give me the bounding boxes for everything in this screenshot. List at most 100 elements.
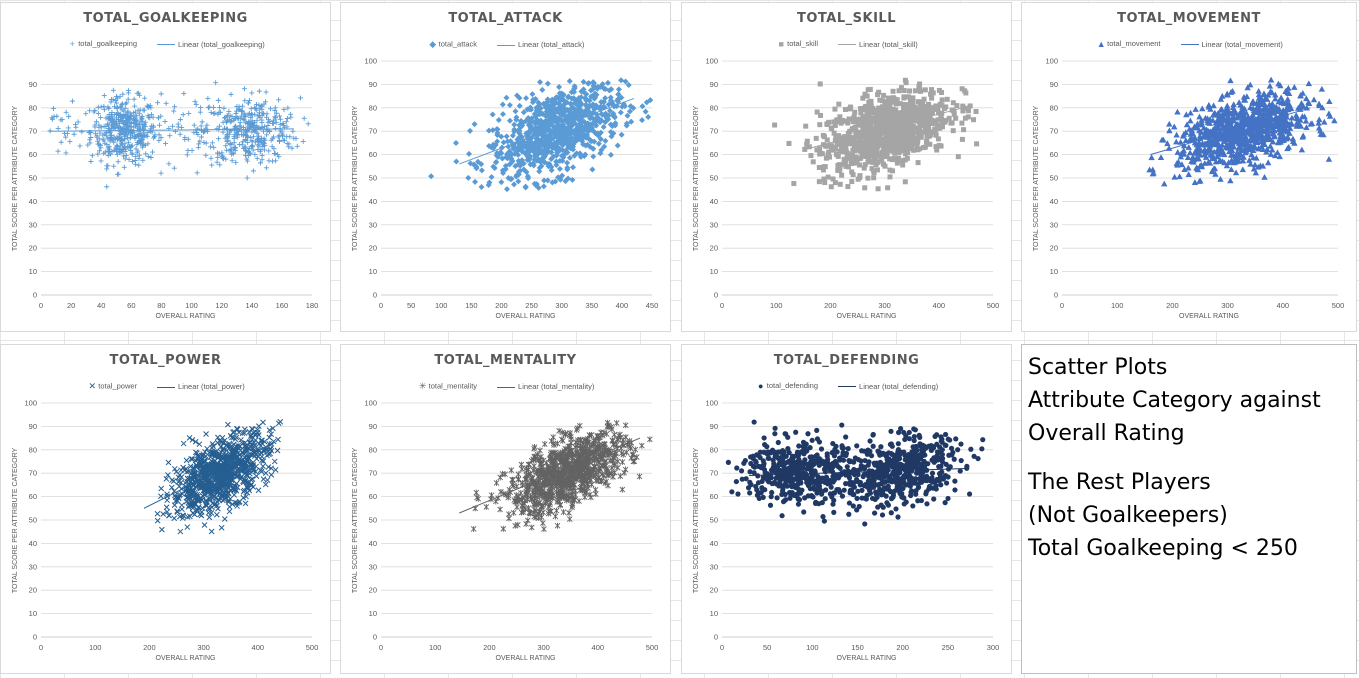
scatter-point: [544, 80, 551, 87]
scatter-point: [830, 176, 836, 182]
scatter-point: [558, 135, 565, 142]
scatter-point: [171, 108, 177, 114]
scatter-point: [121, 164, 127, 170]
scatter-point: [1215, 125, 1223, 131]
scatter-point: [887, 103, 893, 109]
scatter-point: [1239, 166, 1247, 173]
scatter-point: [961, 127, 967, 133]
scatter-point: [473, 165, 480, 172]
scatter-point: [567, 100, 574, 107]
scatter-point: [1264, 91, 1272, 98]
scatter-point: [1320, 131, 1327, 138]
scatter-point: [1239, 118, 1247, 125]
scatter-point: [105, 163, 111, 169]
scatter-point: [221, 516, 228, 522]
scatter-point: [894, 160, 900, 166]
scatter-point: [897, 101, 903, 107]
legend-label: Linear (total_power): [178, 382, 245, 391]
scatter-point: [105, 145, 111, 151]
scatter-point: [804, 138, 810, 144]
x-tick-label: 250: [525, 301, 538, 310]
scatter-point: [176, 513, 183, 520]
scatter-point: [934, 147, 940, 153]
scatter-point: [1283, 87, 1290, 94]
scatter-point: [582, 102, 589, 109]
scatter-point: [141, 141, 147, 147]
scatter-point: [1325, 110, 1333, 117]
x-tick-label: 120: [215, 301, 228, 310]
scatter-point: [849, 179, 855, 185]
scatter-point: [143, 151, 149, 157]
series-points: [47, 80, 311, 190]
scatter-point: [196, 453, 202, 460]
scatter-point: [194, 506, 200, 513]
scatter-point: [77, 143, 83, 149]
scatter-point: [570, 146, 577, 153]
scatter-point: [1277, 82, 1284, 89]
scatter-point: [219, 152, 225, 158]
scatter-point: [564, 159, 571, 166]
scatter-point: [224, 147, 230, 153]
scatter-point: [868, 137, 874, 143]
scatter-point: [201, 522, 208, 528]
scatter-point: [258, 468, 265, 475]
scatter-point: [265, 117, 271, 123]
scatter-point: [124, 100, 130, 106]
scatter-point: [1274, 108, 1281, 115]
scatter-point: [141, 121, 147, 127]
scatter-point: [520, 166, 527, 173]
scatter-point: [212, 476, 218, 483]
y-tick-label: 60: [1050, 150, 1058, 159]
scatter-point: [1232, 169, 1240, 176]
scatter-point: [614, 97, 621, 104]
scatter-point: [118, 131, 124, 137]
scatter-point: [915, 139, 921, 145]
y-tick-label: 10: [29, 609, 37, 618]
scatter-point: [540, 183, 547, 190]
scatter-point: [1224, 102, 1231, 109]
scatter-point: [922, 119, 928, 125]
scatter-point: [244, 158, 250, 164]
scatter-point: [63, 134, 69, 140]
x-tick-label: 400: [1277, 301, 1290, 310]
scatter-point: [1185, 171, 1192, 177]
scatter-point: [1270, 133, 1278, 140]
scatter-point: [136, 155, 142, 161]
scatter-point: [554, 143, 561, 150]
legend-entry-series: ✳ total_mentality: [417, 381, 477, 392]
scatter-point: [218, 478, 225, 485]
scatter-point: [213, 485, 220, 491]
y-tick-label: 60: [369, 150, 377, 159]
scatter-point: [253, 106, 259, 112]
scatter-point: [959, 120, 965, 126]
scatter-point: [846, 116, 852, 122]
scatter-point: [813, 135, 819, 141]
scatter-point: [497, 506, 503, 513]
scatter-point: [561, 136, 568, 143]
scatter-point: [497, 149, 504, 156]
scatter-point: [191, 130, 197, 136]
scatter-point: [817, 81, 823, 87]
scatter-point: [490, 145, 497, 152]
scatter-point: [117, 150, 123, 156]
scatter-point: [1176, 173, 1183, 180]
scatter-point: [1206, 120, 1213, 126]
scatter-point: [921, 96, 927, 102]
scatter-point: [814, 147, 820, 153]
chart-legend: ▲ total_movement Linear (total_movement): [1022, 39, 1356, 49]
scatter-point: [163, 141, 169, 147]
scatter-point: [569, 164, 576, 171]
scatter-point: [890, 168, 896, 174]
scatter-point: [1303, 124, 1310, 131]
scatter-point: [577, 120, 584, 127]
scatter-point: [547, 131, 554, 138]
scatter-point: [236, 452, 243, 459]
scatter-point: [1224, 91, 1231, 98]
scatter-point: [259, 152, 265, 158]
scatter-point: [910, 108, 916, 114]
scatter-point: [820, 167, 826, 173]
scatter-point: [512, 163, 519, 170]
scatter-point: [243, 144, 249, 150]
scatter-point: [75, 119, 81, 125]
scatter-point: [156, 132, 162, 138]
